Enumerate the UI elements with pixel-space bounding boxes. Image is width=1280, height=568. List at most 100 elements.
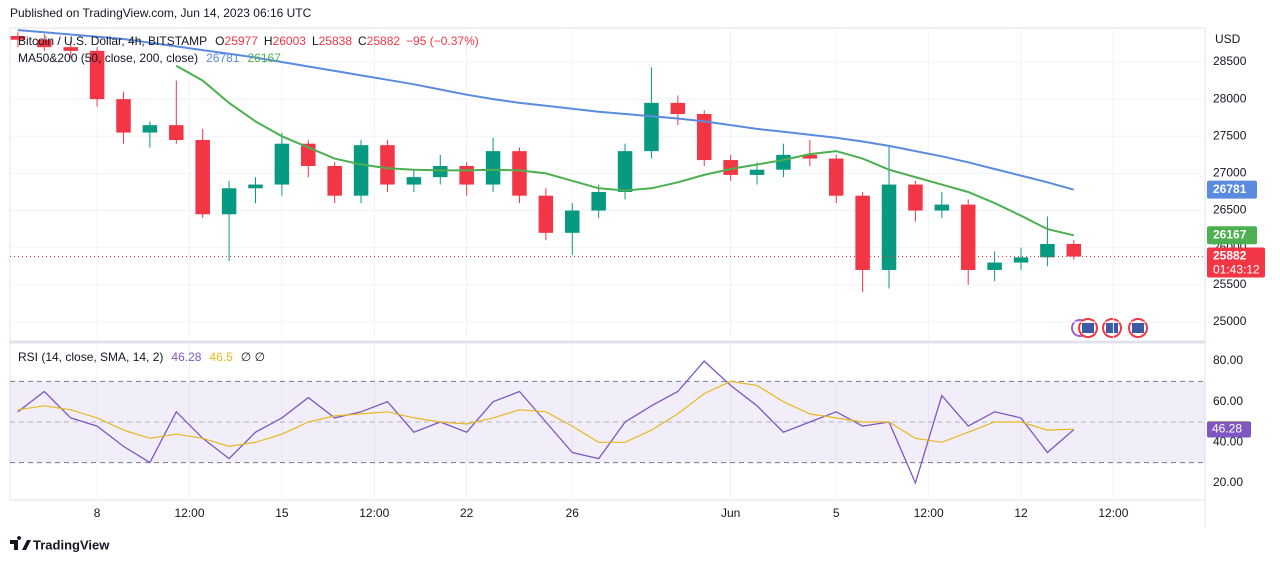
candle-body <box>855 195 870 270</box>
candle-body <box>10 36 26 40</box>
candle-body <box>723 160 738 175</box>
x-tick-label: 26 <box>566 506 580 520</box>
price-badge-label: 25882 <box>1213 249 1247 263</box>
candle-body <box>696 113 712 161</box>
legend-item: Bitcoin / U.S. Dollar, 4h, BITSTAMP <box>18 34 207 48</box>
footer-logo: TradingView <box>10 536 110 552</box>
price-badge-label: 26781 <box>1213 182 1247 196</box>
candle-body <box>881 184 897 270</box>
y-tick-label: 27000 <box>1213 166 1247 180</box>
candle-body <box>89 50 105 100</box>
candle-body <box>565 210 580 233</box>
legend-item: −95 (−0.37%) <box>406 34 479 48</box>
legend-item: 26167 <box>247 51 281 65</box>
candle-body <box>327 165 342 196</box>
flag <box>1082 323 1094 333</box>
candle-body <box>644 102 659 152</box>
legend-item: ∅ ∅ <box>241 350 265 364</box>
candle-body <box>908 184 923 211</box>
candle-body <box>776 154 791 170</box>
y-tick-label: 26500 <box>1213 203 1247 217</box>
y-tick-label: 28000 <box>1213 91 1247 105</box>
rsi-badge-label: 46.28 <box>1212 422 1242 436</box>
y-tick-label: 28500 <box>1213 54 1247 68</box>
candle-body <box>538 195 554 233</box>
candle-body <box>1066 243 1082 257</box>
candle-body <box>459 165 474 185</box>
countdown: 01:43:12 <box>1213 263 1260 277</box>
x-tick-label: 12:00 <box>1098 506 1128 520</box>
logo-icon <box>10 536 31 550</box>
price-badge-label: 26167 <box>1213 227 1247 241</box>
candle-body <box>195 139 210 215</box>
x-tick-label: 12:00 <box>174 506 204 520</box>
moving-average <box>17 29 1075 191</box>
candle-body <box>1013 257 1029 263</box>
candle-body <box>433 165 448 178</box>
y-tick-label: 40.00 <box>1213 434 1243 448</box>
y-tick-label: 27500 <box>1213 128 1247 142</box>
currency-label: USD <box>1215 32 1241 46</box>
legend-item: L <box>312 34 319 48</box>
price-badge <box>1207 180 1257 199</box>
flag <box>1106 323 1118 333</box>
legend-item: 25838 <box>319 34 353 48</box>
candle-body <box>169 125 184 140</box>
indicator-legend: MA50&200 (50, close, 200, close) 26781 261… <box>18 51 281 65</box>
candle-body <box>116 99 131 133</box>
legend-item: C <box>358 34 367 48</box>
legend-item: 25977 <box>225 34 259 48</box>
legend-item: O <box>215 34 224 48</box>
candle-body <box>37 39 52 48</box>
candle-body <box>248 184 263 189</box>
candle-body <box>960 204 976 270</box>
legend-item: RSI (14, close, SMA, 14, 2) <box>18 350 163 364</box>
x-tick-label: 8 <box>94 506 101 520</box>
y-tick-label: 20.00 <box>1213 475 1243 489</box>
y-tick-label: 80.00 <box>1213 353 1243 367</box>
candle-body <box>221 188 237 215</box>
flag <box>1132 323 1144 333</box>
rsi-badge <box>1207 421 1251 438</box>
x-tick-label: 15 <box>275 506 289 520</box>
candle-body <box>142 125 158 133</box>
candle-body <box>749 169 765 175</box>
candle-body <box>485 151 501 185</box>
price-badge <box>1207 226 1257 245</box>
candle-body <box>670 102 686 114</box>
x-tick-label: Jun <box>721 506 740 520</box>
legend-item: H <box>264 34 273 48</box>
moving-average <box>175 64 1075 237</box>
rsi-line <box>17 360 1075 485</box>
brand: TradingView <box>33 537 110 552</box>
legend-item: 46.28 <box>171 350 201 364</box>
x-tick-label: 12:00 <box>914 506 944 520</box>
candle-body <box>274 143 290 185</box>
legend-item: MA50&200 (50, close, 200, close) <box>18 51 198 65</box>
legend-item: 46.5 <box>209 350 233 364</box>
candle-body <box>591 191 606 211</box>
legend-item: 26781 <box>206 51 240 65</box>
published-note: Published on TradingView.com, Jun 14, 20… <box>10 6 312 20</box>
candle-body <box>617 151 633 192</box>
legend-item: 25882 <box>367 34 401 48</box>
y-tick-label: 25000 <box>1213 314 1247 328</box>
candle-body <box>406 177 422 185</box>
legend-item: 26003 <box>273 34 307 48</box>
rsi-legend: RSI (14, close, SMA, 14, 2) 46.28 46.5 ∅ ∅ <box>18 350 265 364</box>
symbol-legend: Bitcoin / U.S. Dollar, 4h, BITSTAMP O2597… <box>18 34 479 48</box>
flag-icons <box>1071 318 1148 338</box>
candle-body <box>987 262 1002 270</box>
candle-body <box>63 47 78 51</box>
x-tick-label: 12 <box>1014 506 1028 520</box>
x-tick-label: 22 <box>460 506 474 520</box>
candle-body <box>353 145 369 196</box>
x-tick-label: 5 <box>833 506 840 520</box>
candle-body <box>802 154 818 159</box>
y-tick-label: 25500 <box>1213 277 1247 291</box>
candle-body <box>1040 243 1055 258</box>
y-tick-label: 60.00 <box>1213 394 1243 408</box>
candle-body <box>512 151 527 196</box>
